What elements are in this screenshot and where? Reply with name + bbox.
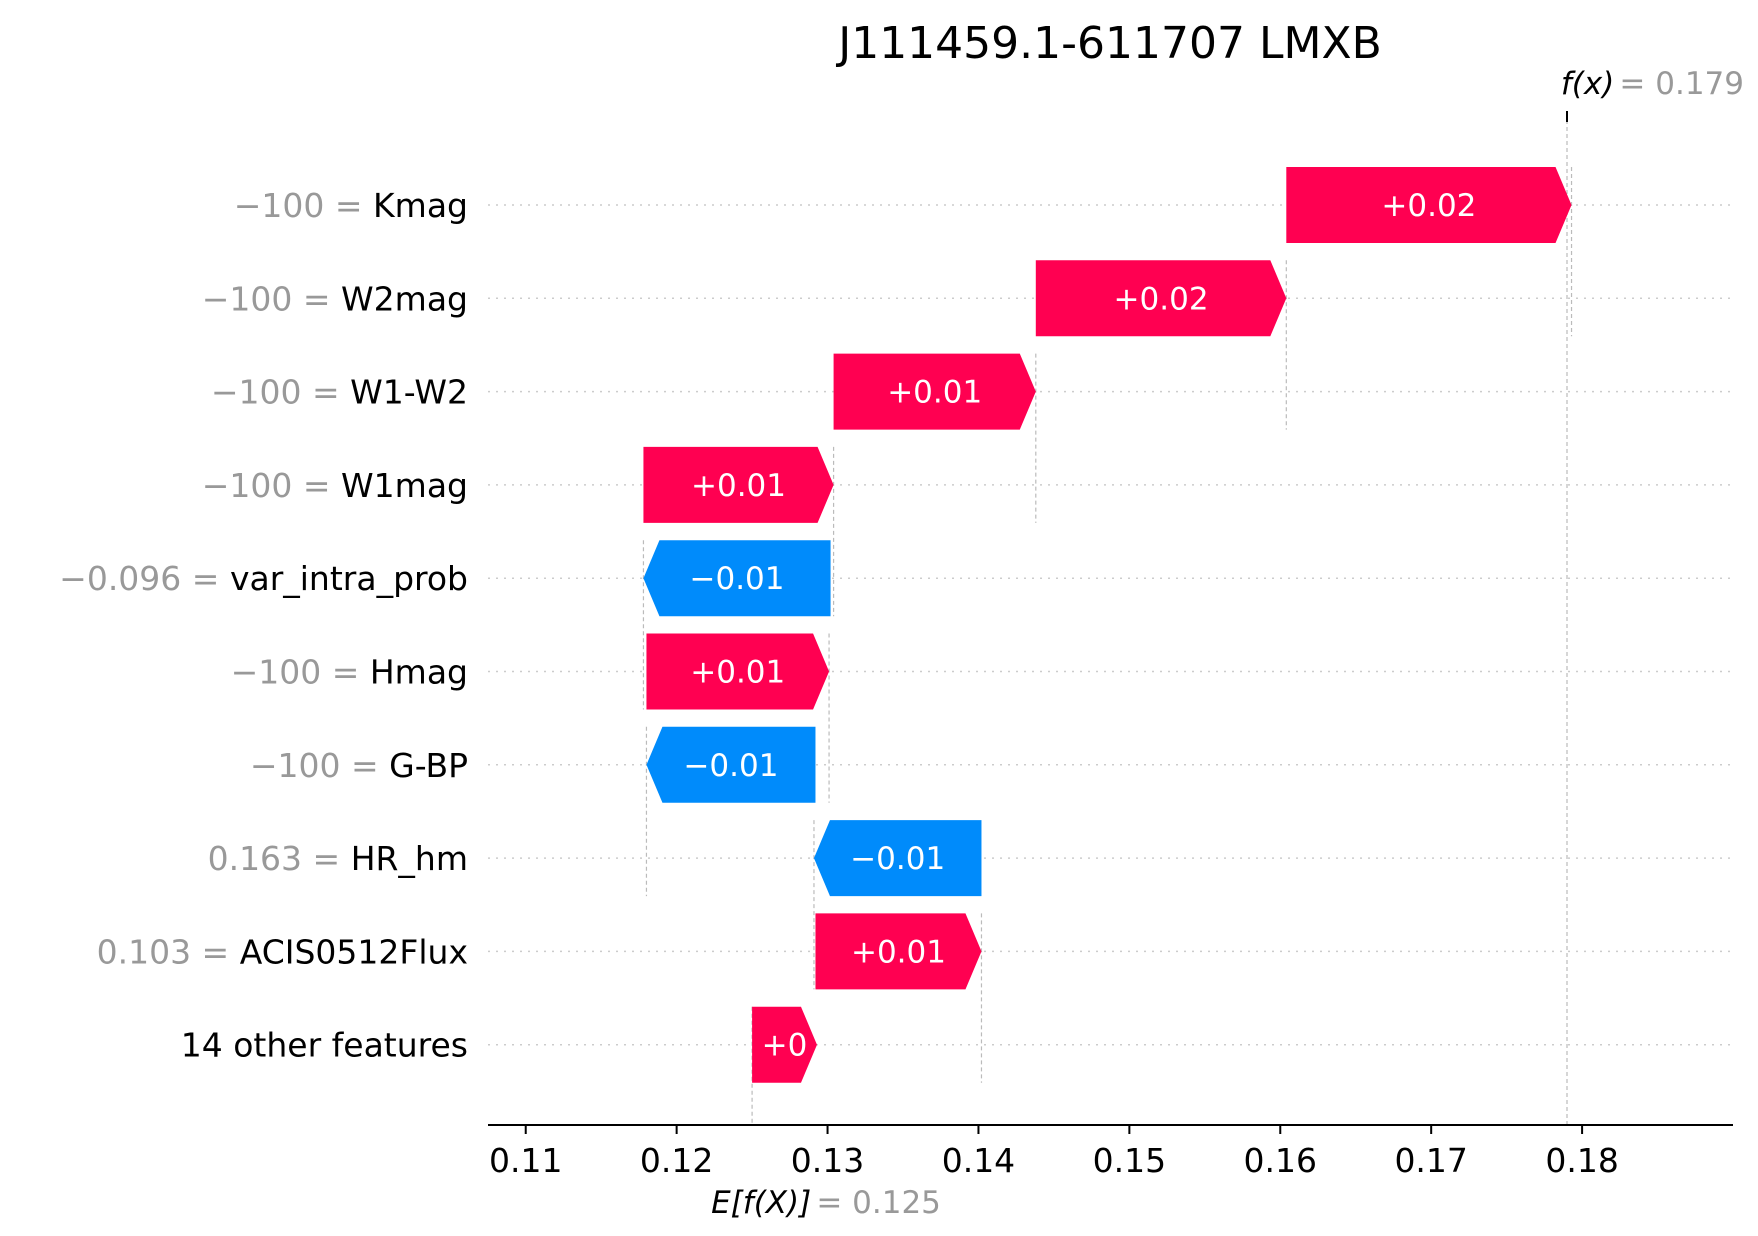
- output-value-label: f(x) = 0.179: [1561, 66, 1744, 102]
- feature-label: 0.163 = HR_hm: [208, 839, 468, 878]
- feature-label: −100 = W2mag: [202, 279, 468, 318]
- fx-value: 0.179: [1655, 66, 1744, 102]
- x-tick-label: 0.12: [640, 1141, 713, 1180]
- x-ticks: 0.11 0.12 0.13 0.14 0.15 0.16 0.17 0.18: [489, 1125, 1619, 1180]
- bar-value-label: +0.01: [887, 375, 982, 411]
- ex-symbol: E[f(X)]: [711, 1185, 811, 1221]
- feature-name: W1mag: [341, 466, 468, 505]
- waterfall-bar-positive: [1035, 260, 1287, 337]
- bar-value-label: −0.01: [683, 748, 778, 784]
- waterfall-bar-positive: [752, 1006, 817, 1083]
- ex-equals: =: [816, 1185, 852, 1221]
- fx-equals: =: [1619, 66, 1655, 102]
- bar-value-label: +0.01: [851, 934, 946, 970]
- waterfall-bar-positive: [646, 633, 830, 710]
- feature-label: −0.096 = var_intra_prob: [59, 559, 468, 598]
- x-tick-label: 0.18: [1545, 1141, 1618, 1180]
- feature-value: −100 =: [234, 186, 373, 225]
- waterfall-bar-negative: [643, 540, 831, 617]
- feature-value: −0.096 =: [59, 559, 230, 598]
- feature-labels: −100 = Kmag−100 = W2mag−100 = W1-W2−100 …: [59, 186, 468, 1065]
- bar-value-label: −0.01: [850, 841, 945, 877]
- x-tick-label: 0.14: [942, 1141, 1015, 1180]
- waterfall-bar-negative: [813, 820, 982, 897]
- bar-value-label: +0.02: [1114, 281, 1209, 317]
- feature-label: −100 = W1-W2: [211, 373, 468, 412]
- x-tick-label: 0.11: [489, 1141, 562, 1180]
- feature-label: −100 = Kmag: [234, 186, 468, 225]
- guide-lines: [488, 120, 1733, 1125]
- waterfall-bar-positive: [643, 446, 834, 523]
- waterfall-bar-negative: [646, 726, 816, 803]
- feature-value: −100 =: [202, 279, 341, 318]
- feature-label: 14 other features: [181, 1026, 468, 1065]
- waterfall-bar-positive: [815, 913, 982, 990]
- bars-layer: +0.02 +0.02 +0.01 +0.01 −0.01 +0.01 −0.01 −0.01…: [643, 167, 1572, 1083]
- feature-value: −100 =: [231, 653, 370, 692]
- waterfall-bar-positive: [1286, 167, 1572, 243]
- x-tick-label: 0.16: [1244, 1141, 1317, 1180]
- feature-value: 0.163 =: [208, 839, 351, 878]
- ex-value: 0.125: [852, 1185, 941, 1221]
- feature-name: Hmag: [370, 653, 468, 692]
- feature-name: 14 other features: [181, 1026, 468, 1065]
- feature-name: var_intra_prob: [230, 559, 468, 598]
- feature-name: W1-W2: [350, 373, 468, 412]
- feature-name: Kmag: [373, 186, 468, 225]
- x-tick-label: 0.13: [791, 1141, 864, 1180]
- waterfall-bar-positive: [833, 353, 1036, 430]
- feature-value: −100 =: [250, 746, 389, 785]
- bar-value-label: +0.02: [1381, 188, 1476, 224]
- feature-value: −100 =: [211, 373, 350, 412]
- base-value-label: E[f(X)] = 0.125: [711, 1185, 941, 1221]
- feature-value: 0.103 =: [97, 932, 240, 971]
- x-tick-label: 0.17: [1394, 1141, 1467, 1180]
- output-annotation: f(x) = 0.179: [1561, 66, 1744, 122]
- feature-name: HR_hm: [351, 839, 468, 878]
- feature-label: −100 = W1mag: [202, 466, 468, 505]
- bar-value-label: +0.01: [690, 655, 785, 691]
- feature-label: 0.103 = ACIS0512Flux: [97, 932, 468, 971]
- feature-name: W2mag: [341, 279, 468, 318]
- bar-value-label: +0: [762, 1028, 808, 1064]
- feature-name: ACIS0512Flux: [240, 932, 468, 971]
- feature-name: G-BP: [389, 746, 468, 785]
- feature-value: −100 =: [202, 466, 341, 505]
- x-tick-label: 0.15: [1093, 1141, 1166, 1180]
- feature-label: −100 = G-BP: [250, 746, 468, 785]
- chart-title: J111459.1-611707 LMXB: [835, 18, 1382, 69]
- fx-symbol: f(x): [1561, 66, 1614, 102]
- bar-value-label: −0.01: [690, 561, 785, 597]
- x-axis: 0.11 0.12 0.13 0.14 0.15 0.16 0.17 0.18: [488, 1124, 1733, 1180]
- feature-label: −100 = Hmag: [231, 653, 468, 692]
- bar-value-label: +0.01: [691, 468, 786, 504]
